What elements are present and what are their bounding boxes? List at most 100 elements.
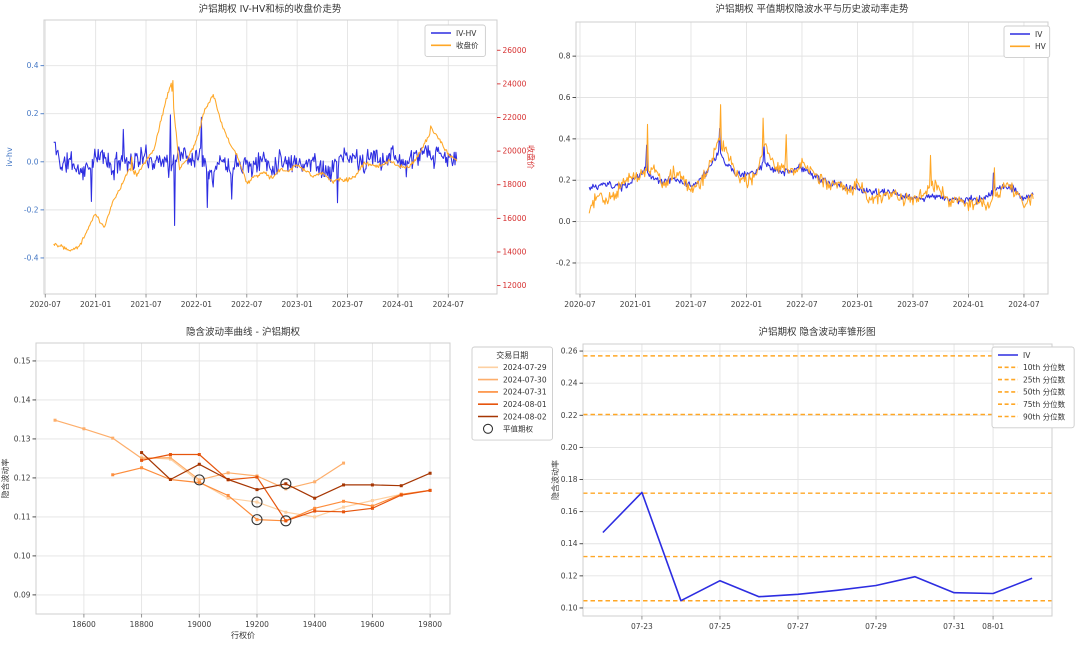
- legend-label: 75th 分位数: [1023, 399, 1066, 409]
- y-tick-label: 0.26: [561, 347, 578, 356]
- data-point-marker: [197, 453, 201, 457]
- legend-label: 2024-07-31: [503, 388, 547, 397]
- legend: IV-HV 收盘价: [424, 24, 486, 58]
- y-tick-label: 0.6: [559, 93, 571, 102]
- legend-label: 10th 分位数: [1023, 362, 1066, 372]
- data-point-marker: [226, 496, 230, 500]
- x-tick-label: 08-01: [982, 622, 1004, 631]
- x-tick-label: 2023-01: [842, 300, 874, 309]
- data-point-marker: [313, 509, 317, 513]
- data-point-marker: [399, 493, 403, 497]
- legend: IV 10th 分位数 25th 分位数 50th 分位数 75th 分位数 90th 分…: [991, 346, 1075, 429]
- data-point-marker: [399, 484, 403, 488]
- y-tick-label: 0.11: [14, 512, 31, 521]
- y2-tick-label: 26000: [503, 46, 527, 55]
- x-tick-label: 18800: [130, 620, 154, 629]
- x-axis: 07-23 07-25 07-27 07-29 07-31 08-01: [631, 616, 1004, 631]
- legend-label: 2024-07-29: [503, 363, 547, 372]
- series-IV: [602, 491, 1033, 602]
- x-axis: 2020-07 2021-01 2021-07 2022-01 2022-07 2023-…: [564, 294, 1040, 309]
- series-line: [588, 127, 1034, 205]
- y-tick-label: 0.10: [561, 603, 578, 612]
- data-point-marker: [140, 451, 144, 455]
- legend-label: IV: [1035, 30, 1043, 39]
- x-tick-label: 2020-07: [30, 300, 62, 309]
- y-tick-label: 0.14: [561, 539, 578, 548]
- series-line: [588, 104, 1034, 214]
- x-tick-label: 19800: [418, 620, 442, 629]
- data-point-marker: [140, 458, 144, 462]
- data-point-marker: [168, 456, 172, 460]
- data-point-marker: [342, 461, 346, 465]
- y-tick-label: 0.2: [559, 176, 571, 185]
- data-point-marker: [370, 504, 374, 508]
- series-2024-08-02: [140, 451, 432, 500]
- y2-tick-label: 24000: [503, 79, 527, 88]
- x-tick-label: 2021-01: [620, 300, 652, 309]
- data-point-marker: [370, 506, 374, 510]
- chart-title: 沪铝期权 平值期权隐波水平与历史波动率走势: [715, 3, 909, 15]
- y-tick-label: 0.16: [561, 507, 578, 516]
- x-tick-label: 2021-01: [80, 300, 112, 309]
- atm-marker-icon: [482, 423, 494, 434]
- y2-tick-label: 22000: [503, 113, 527, 122]
- grid: [36, 343, 450, 614]
- y-tick-label: 0.15: [14, 356, 31, 365]
- x-tick-label: 19400: [303, 620, 327, 629]
- y2-tick-label: 12000: [503, 281, 527, 290]
- grid: [583, 344, 1052, 616]
- data-point-marker: [197, 478, 201, 482]
- series-line: [112, 467, 431, 522]
- x-tick-label: 2023-07: [332, 300, 364, 309]
- data-point-marker: [255, 518, 259, 522]
- chart-iv-smile-curves: 18600 18800 19000 19200 19400 19600 19800 行权价 0.…: [0, 323, 553, 646]
- series-HV: [588, 104, 1034, 214]
- data-point-marker: [255, 475, 259, 479]
- y2-tick-label: 14000: [503, 247, 527, 256]
- x-tick-label: 2024-07: [1008, 300, 1040, 309]
- data-point-marker: [342, 505, 346, 509]
- atm-marker-icon: [251, 514, 263, 526]
- data-point-marker: [428, 471, 432, 475]
- x-axis: 18600 18800 19000 19200 19400 19600 19800 行权价: [72, 614, 442, 640]
- data-point-marker: [370, 499, 374, 503]
- data-point-marker: [53, 418, 57, 422]
- y-axis-left: 0.4 0.2 0.0 -0.2 -0.4 iv-hv: [5, 61, 44, 262]
- x-tick-label: 2024-01: [953, 300, 985, 309]
- x-tick-label: 07-31: [943, 622, 965, 631]
- x-tick-label: 07-29: [865, 622, 887, 631]
- data-point-marker: [342, 510, 346, 514]
- y-tick-label: 0.24: [561, 379, 578, 388]
- y-tick-label: 0.10: [14, 551, 31, 560]
- legend-label: 平值期权: [503, 424, 533, 434]
- grid: [576, 22, 1048, 294]
- y-tick-label: 0.14: [14, 395, 31, 404]
- x-tick-label: 2022-01: [731, 300, 763, 309]
- x-tick-label: 07-25: [709, 622, 731, 631]
- series-IV-HV: [53, 114, 458, 227]
- data-point-marker: [140, 456, 144, 460]
- atm-marker-icon: [193, 474, 205, 486]
- legend-label: 2024-07-30: [503, 375, 547, 384]
- x-axis: 2020-07 2021-01 2021-07 2022-01 2022-07 2023-…: [30, 294, 464, 309]
- legend-label: IV: [1023, 351, 1031, 360]
- y-tick-label: 0.12: [561, 571, 578, 580]
- x-tick-label: 2021-07: [675, 300, 707, 309]
- y2-axis-label: 收盘价: [526, 145, 536, 169]
- series-2024-07-31: [111, 466, 432, 523]
- y-tick-label: 0.2: [27, 109, 39, 118]
- legend: IV HV: [1003, 25, 1051, 59]
- legend-label: 2024-08-02: [503, 412, 547, 421]
- y-tick-label: -0.2: [24, 205, 39, 214]
- data-point-marker: [197, 481, 201, 485]
- data-point-marker: [313, 506, 317, 510]
- series-line: [141, 452, 431, 499]
- chart-title: 沪铝期权 隐含波动率锥形图: [758, 326, 875, 338]
- atm-marker-icon: [251, 496, 263, 508]
- series-line: [53, 79, 458, 252]
- data-point-marker: [284, 482, 288, 486]
- y-tick-label: 0.8: [559, 52, 571, 61]
- data-point-marker: [284, 519, 288, 523]
- y-tick-label: 0.20: [561, 443, 578, 452]
- x-tick-label: 2023-01: [281, 300, 313, 309]
